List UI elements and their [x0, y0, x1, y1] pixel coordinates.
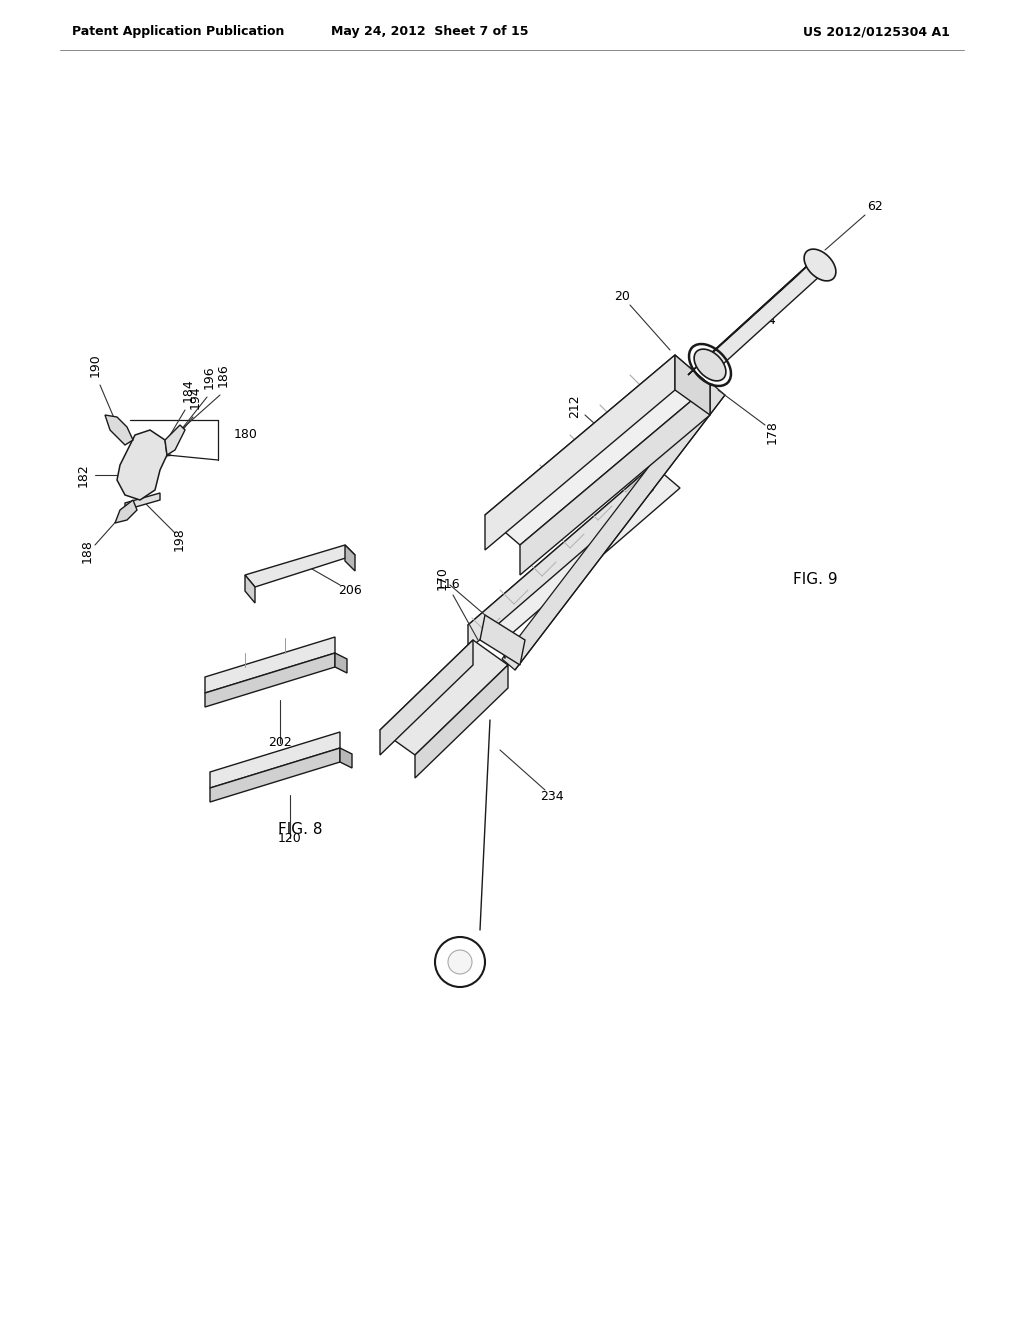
Text: FIG. 9: FIG. 9: [793, 573, 838, 587]
Polygon shape: [688, 265, 808, 375]
Polygon shape: [117, 430, 167, 500]
Polygon shape: [480, 615, 525, 665]
Polygon shape: [698, 265, 831, 366]
Text: 170: 170: [435, 566, 449, 590]
Text: May 24, 2012  Sheet 7 of 15: May 24, 2012 Sheet 7 of 15: [331, 25, 528, 38]
Polygon shape: [210, 748, 340, 803]
Text: 182: 182: [77, 463, 89, 487]
Polygon shape: [675, 355, 710, 414]
Text: 212: 212: [568, 395, 582, 418]
Text: 62: 62: [867, 201, 883, 214]
Circle shape: [449, 950, 472, 974]
Text: 64: 64: [760, 314, 776, 327]
Polygon shape: [485, 355, 675, 550]
Polygon shape: [205, 638, 335, 693]
Text: 184: 184: [181, 379, 195, 403]
Polygon shape: [105, 414, 133, 445]
Polygon shape: [502, 384, 725, 671]
Text: 178: 178: [766, 420, 778, 444]
Polygon shape: [245, 576, 255, 603]
Polygon shape: [115, 500, 137, 523]
Polygon shape: [125, 492, 160, 510]
Polygon shape: [340, 748, 352, 768]
Text: 116: 116: [436, 578, 460, 591]
Polygon shape: [345, 545, 355, 572]
Polygon shape: [210, 733, 340, 788]
Ellipse shape: [804, 249, 836, 281]
Polygon shape: [245, 545, 355, 587]
Text: 202: 202: [268, 737, 292, 750]
Polygon shape: [520, 385, 710, 576]
Text: 20: 20: [614, 290, 630, 304]
Text: 190: 190: [88, 354, 101, 378]
Text: 120: 120: [279, 832, 302, 845]
Text: 188: 188: [81, 539, 93, 562]
Text: 234: 234: [541, 789, 564, 803]
Text: 196: 196: [203, 366, 215, 389]
Polygon shape: [335, 653, 347, 673]
Text: FIG. 8: FIG. 8: [278, 822, 323, 837]
Polygon shape: [468, 465, 653, 649]
Text: Patent Application Publication: Patent Application Publication: [72, 25, 285, 38]
Ellipse shape: [694, 348, 726, 381]
Text: 186: 186: [216, 363, 229, 387]
Polygon shape: [205, 653, 335, 708]
Polygon shape: [380, 640, 508, 755]
Polygon shape: [165, 425, 185, 455]
Text: 194: 194: [188, 385, 202, 409]
Text: 206: 206: [338, 583, 361, 597]
Text: US 2012/0125304 A1: US 2012/0125304 A1: [803, 25, 950, 38]
Text: 198: 198: [172, 527, 185, 550]
Polygon shape: [380, 640, 473, 755]
Polygon shape: [415, 665, 508, 777]
Text: 180: 180: [234, 429, 258, 441]
Polygon shape: [485, 355, 710, 545]
Polygon shape: [468, 465, 680, 648]
